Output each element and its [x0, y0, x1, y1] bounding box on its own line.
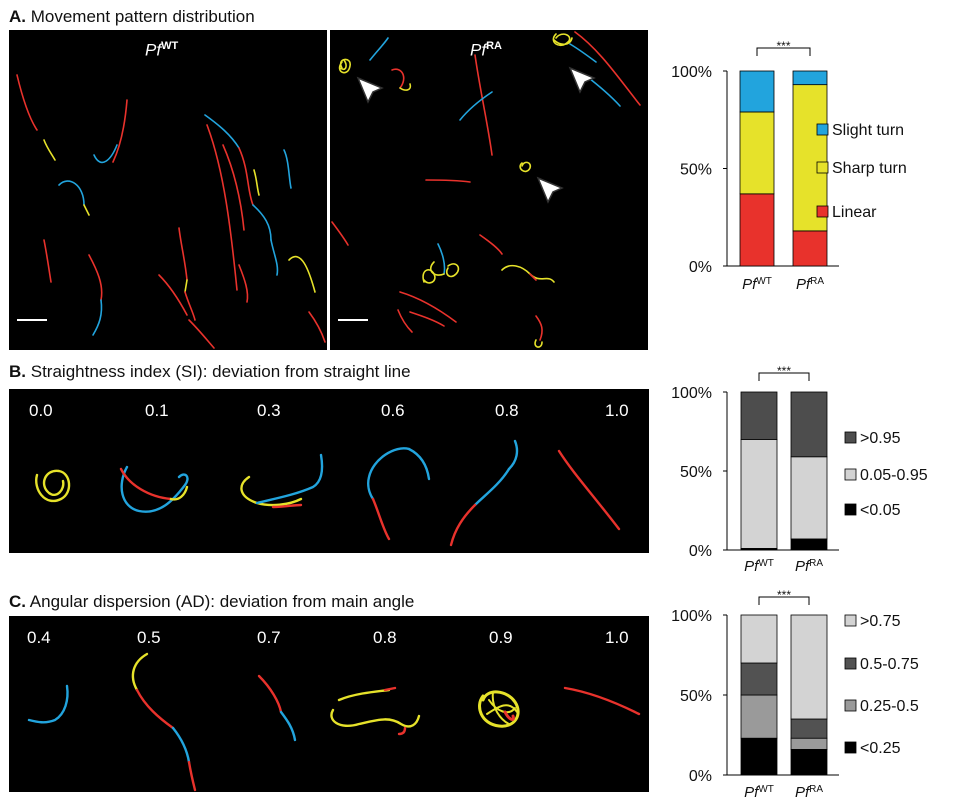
scale-bar	[338, 319, 368, 321]
bar-segment	[740, 662, 778, 696]
legend-label: <0.05	[860, 502, 901, 519]
y-tick-label: 50%	[680, 464, 712, 481]
significance-bracket	[756, 47, 811, 56]
ad-example-label: 0.7	[257, 628, 281, 647]
bar-segment	[739, 111, 775, 195]
legend-swatch	[816, 205, 829, 218]
y-tick-label: 0%	[689, 259, 712, 276]
legend-swatch	[844, 431, 857, 444]
significance-bracket	[758, 372, 810, 381]
y-tick-label: 100%	[671, 385, 712, 402]
y-tick-label: 0%	[689, 768, 712, 785]
si-example-label: 0.8	[495, 401, 519, 420]
si-example-label: 0.0	[29, 401, 53, 420]
bar-segment	[739, 193, 775, 267]
bar-segment	[790, 391, 828, 458]
y-tick-label: 0%	[689, 543, 712, 560]
wt-panel-label: PfWT	[145, 40, 179, 60]
x-category-label: PfRA	[795, 558, 823, 575]
ra-panel-label: PfRA	[470, 40, 502, 60]
y-tick-label: 50%	[680, 688, 712, 705]
bar-segment	[740, 737, 778, 776]
bar-segment	[792, 70, 828, 86]
bar-segment	[790, 749, 828, 776]
legend-swatch	[816, 161, 829, 174]
bar-segment	[792, 230, 828, 267]
si-example-label: 0.6	[381, 401, 405, 420]
panel-c-title: C. Angular dispersion (AD): deviation fr…	[9, 592, 415, 611]
legend-swatch	[816, 123, 829, 136]
si-example-label: 1.0	[605, 401, 629, 420]
legend-label: Sharp turn	[832, 160, 907, 177]
significance-label: ***	[776, 39, 790, 53]
legend-label: <0.25	[860, 740, 901, 757]
bar-segment	[790, 718, 828, 739]
x-category-label: PfRA	[796, 276, 824, 293]
legend-label: 0.25-0.5	[860, 698, 919, 715]
wt-track-image: PfWT	[9, 30, 327, 350]
bar-segment	[740, 391, 778, 440]
legend-label: Slight turn	[832, 122, 904, 139]
x-category-label: PfWT	[744, 784, 774, 801]
bar-segment	[739, 70, 775, 113]
ad-example-label: 0.8	[373, 628, 397, 647]
x-category-label: PfRA	[795, 784, 823, 801]
legend-label: 0.05-0.95	[860, 467, 928, 484]
bar-segment	[740, 614, 778, 664]
ad-example-label: 1.0	[605, 628, 629, 647]
significance-bracket	[758, 596, 810, 605]
legend-swatch	[844, 741, 857, 754]
significance-label: ***	[777, 588, 791, 602]
legend-label: >0.95	[860, 430, 901, 447]
bar-segment	[790, 538, 828, 551]
legend-label: Linear	[832, 204, 877, 221]
ad-example-label: 0.4	[27, 628, 51, 647]
legend-swatch	[844, 614, 857, 627]
bar-segment	[740, 694, 778, 739]
y-tick-label: 50%	[680, 162, 712, 179]
legend-swatch	[844, 699, 857, 712]
ad-examples-image: 0.4 0.5 0.7 0.8 0.9 1.0	[9, 616, 649, 792]
legend-swatch	[844, 503, 857, 516]
bar-segment	[790, 737, 828, 750]
ra-track-image: PfRA	[330, 30, 648, 350]
scale-bar	[17, 319, 47, 321]
legend-label: 0.5-0.75	[860, 656, 919, 673]
y-tick-label: 100%	[671, 64, 712, 81]
si-examples-image: 0.0 0.1 0.3 0.6 0.8 1.0	[9, 389, 649, 553]
bar-segment	[790, 614, 828, 720]
panel-a-title: A. Movement pattern distribution	[9, 7, 255, 26]
si-example-label: 0.3	[257, 401, 281, 420]
legend-label: >0.75	[860, 613, 901, 630]
y-tick-label: 100%	[671, 608, 712, 625]
bar-segment	[790, 456, 828, 540]
bar-segment	[740, 438, 778, 549]
x-category-label: PfWT	[742, 276, 772, 293]
si-example-label: 0.1	[145, 401, 169, 420]
pointer-arrows	[356, 66, 596, 204]
legend-swatch	[844, 657, 857, 670]
x-category-label: PfWT	[744, 558, 774, 575]
significance-label: ***	[777, 364, 791, 378]
panel-b-title: B. Straightness index (SI): deviation fr…	[9, 362, 411, 381]
ad-example-label: 0.9	[489, 628, 513, 647]
legend-swatch	[844, 468, 857, 481]
ad-example-label: 0.5	[137, 628, 161, 647]
